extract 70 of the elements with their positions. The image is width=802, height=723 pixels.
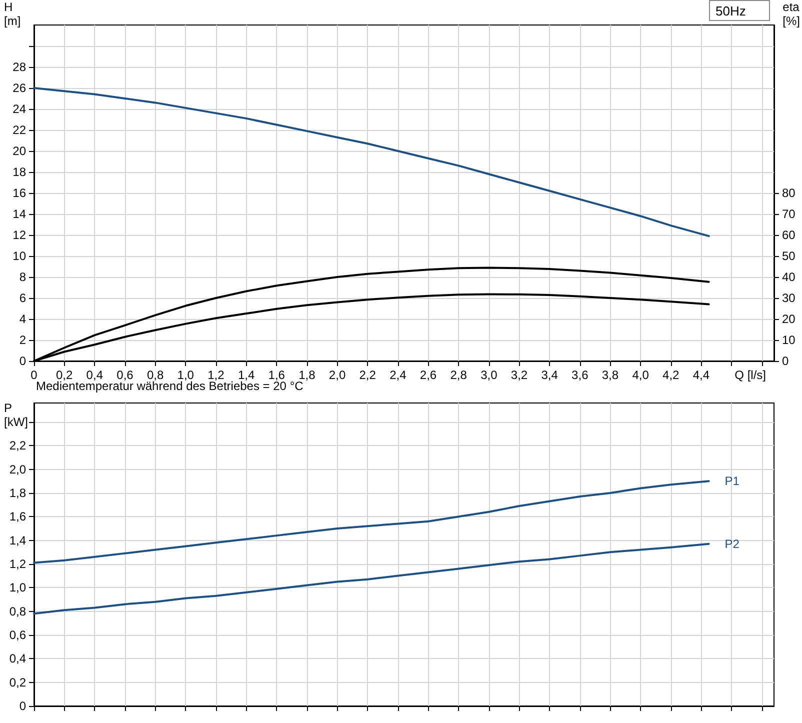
y-axis-title: P [kW] [4, 401, 28, 429]
series-label: P2 [724, 536, 740, 551]
y2-axis-title: eta [%] [782, 0, 800, 28]
y-tick-label: 0,4 [9, 652, 26, 666]
series-label: P1 [724, 474, 740, 488]
x-tick-label: 0 [30, 368, 38, 382]
y-tick-label: 16 [12, 186, 26, 200]
y2-tick-label: 80 [782, 186, 796, 200]
x-tick-label: 0,6 [116, 368, 134, 382]
x-tick-label: 1,2 [208, 368, 225, 382]
y-tick-label: 6 [19, 291, 26, 305]
x-tick-label: 2,0 [328, 368, 346, 382]
x-tick-label: 4,0 [632, 368, 650, 382]
y-tick-label: 4 [19, 312, 26, 326]
y-tick-label: 20 [12, 144, 26, 158]
y2-tick-label: 0 [782, 354, 789, 368]
y-tick-label: 0,8 [9, 604, 26, 618]
x-tick-label: 3,4 [541, 368, 558, 382]
x-tick-label: 2,2 [359, 368, 376, 382]
y-tick-label: 2,2 [9, 438, 26, 453]
y2-tick-label: 50 [782, 249, 796, 263]
y2-tick-label: 60 [782, 228, 796, 242]
y-tick-label: 24 [12, 102, 26, 116]
x-tick-label: 2,4 [390, 368, 407, 382]
x-tick-label: 1,6 [268, 368, 286, 382]
text: Medientemperatur während des Betriebes = 20 °C [36, 379, 304, 393]
y2-tick-label: 30 [782, 291, 796, 305]
y-tick-label: 0 [19, 699, 26, 713]
x-tick-label: 3,6 [572, 368, 589, 382]
x-tick-label: 0,8 [146, 368, 164, 382]
y-tick-label: 12 [12, 228, 26, 242]
x-tick-label: 3,0 [480, 368, 498, 382]
y-tick-label: 1,2 [9, 556, 26, 571]
x-tick-label: 0,4 [86, 368, 104, 382]
line-series [33, 542, 710, 615]
y-tick-label: 1,6 [9, 510, 26, 524]
y-tick-label: 1,0 [9, 580, 26, 595]
y2-tick-label: 70 [782, 207, 796, 221]
y-tick-label: 1,4 [9, 533, 26, 548]
chart-title: 50Hz [716, 4, 746, 18]
y-tick-label: 22 [12, 123, 26, 137]
y-tick-label: 2,0 [9, 462, 26, 476]
y-tick-label: 10 [12, 249, 26, 263]
y-tick-label: 8 [19, 270, 26, 284]
x-axis-title: Q [l/s] [734, 368, 766, 382]
y-tick-label: 0,2 [9, 675, 26, 690]
y-tick-label: 1,8 [9, 486, 26, 500]
x-tick-label: 3,2 [510, 368, 528, 382]
y-tick-label: 2 [19, 333, 26, 347]
x-tick-label: 4,4 [692, 368, 710, 382]
x-tick-label: 1,8 [298, 368, 316, 382]
x-tick-label: 2,6 [420, 368, 437, 382]
y-tick-label: 14 [12, 207, 26, 221]
x-tick-label: 1,0 [177, 368, 194, 382]
y-tick-label: 18 [12, 165, 26, 179]
x-tick-label: 0,2 [56, 368, 73, 382]
y-tick-label: 26 [12, 81, 26, 95]
y2-tick-label: 40 [782, 270, 796, 284]
x-tick-label: 2,8 [450, 368, 468, 382]
line-series [33, 480, 710, 564]
y2-tick-label: 20 [782, 312, 796, 326]
y2-tick-label: 10 [782, 333, 796, 347]
y-tick-label: 28 [12, 60, 26, 74]
x-tick-label: 1,4 [238, 368, 255, 382]
y-tick-label: 0 [19, 354, 26, 368]
x-tick-label: 3,8 [602, 368, 619, 382]
y-axis-title: H [m] [4, 0, 21, 28]
y-tick-label: 0,6 [9, 628, 26, 642]
line-series [33, 87, 710, 238]
x-tick-label: 4,2 [662, 368, 680, 382]
